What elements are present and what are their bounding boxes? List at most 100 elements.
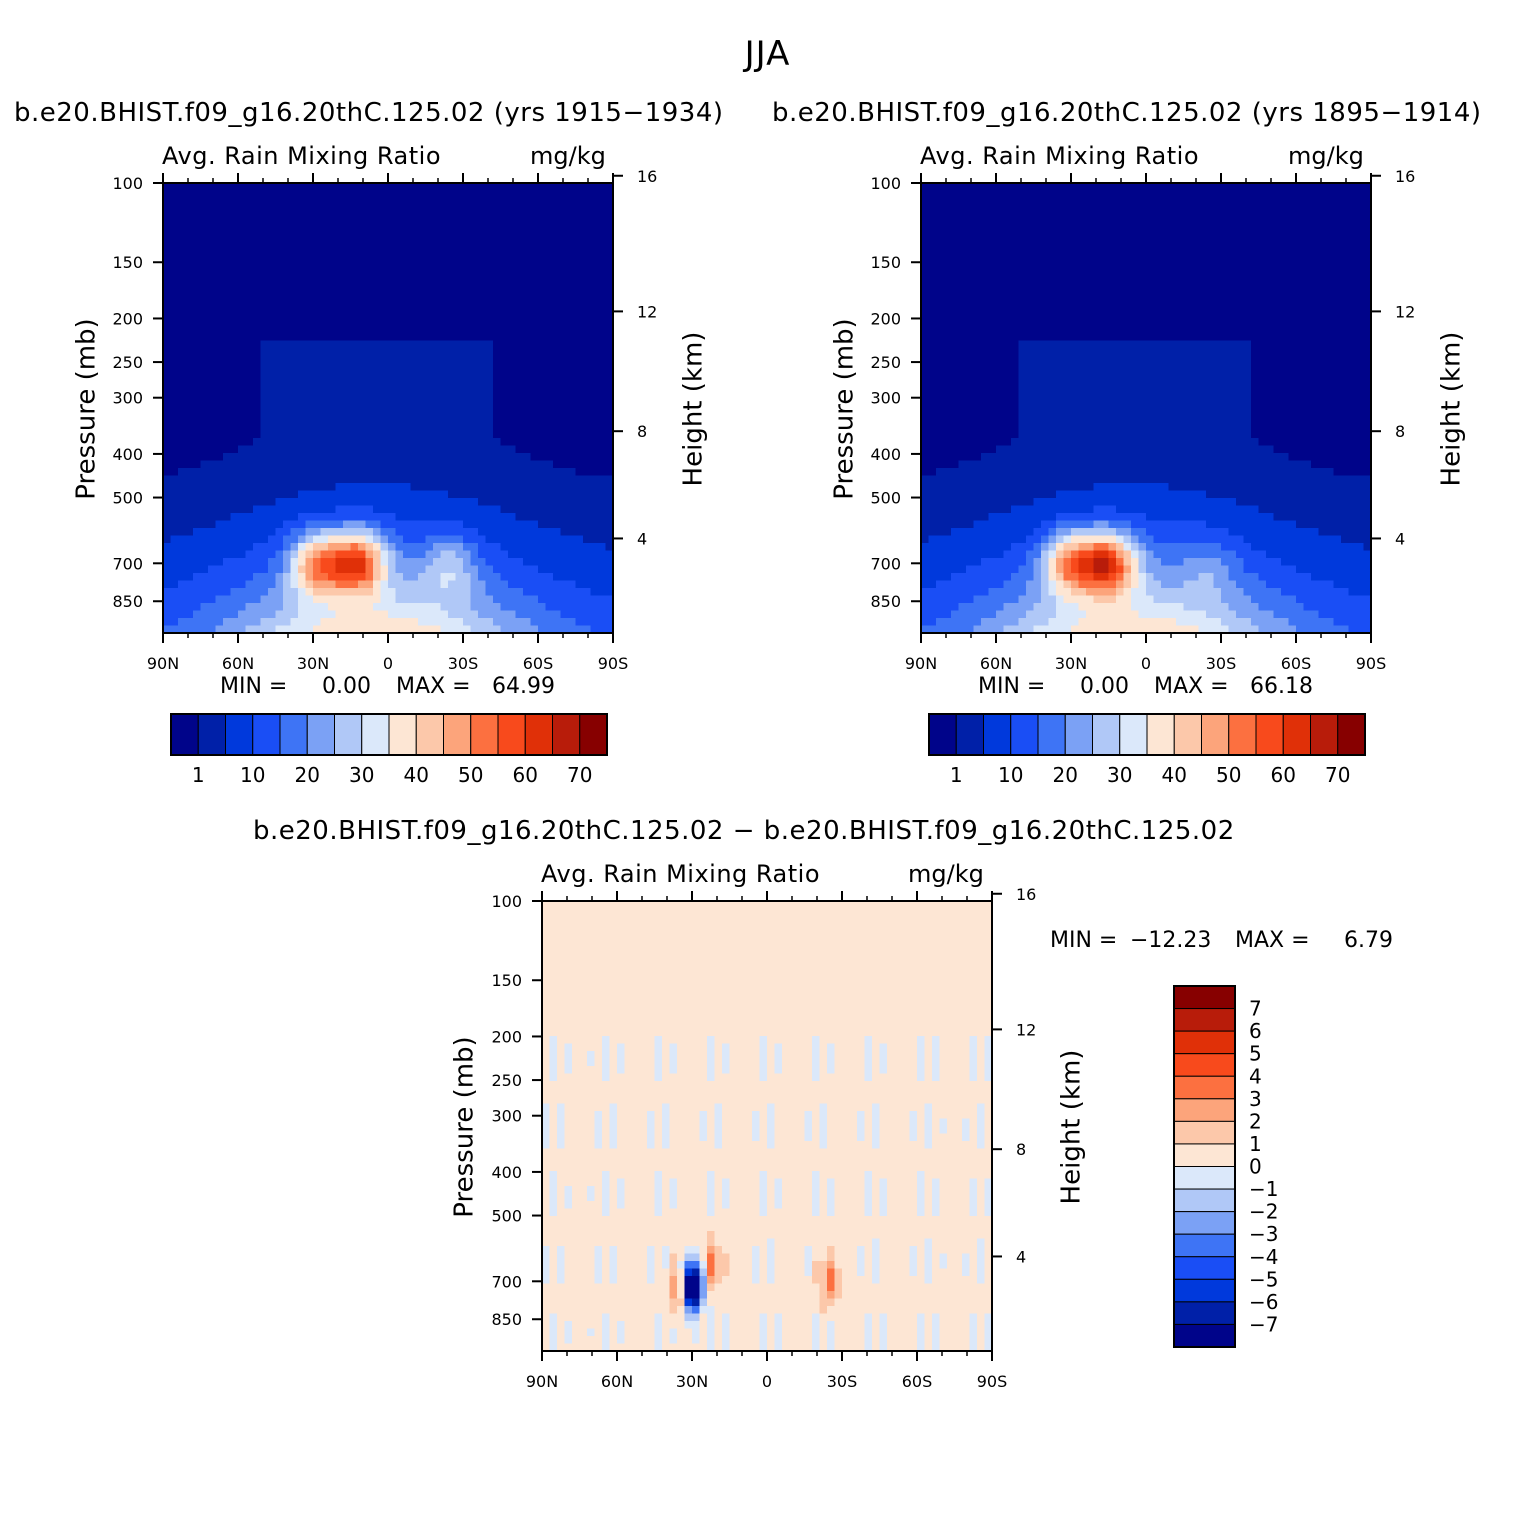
- colorbar-label: 10: [998, 763, 1023, 787]
- y-tick-label-top-right: 850: [870, 592, 901, 611]
- colorbar-swatch: [1174, 1324, 1235, 1347]
- colorbar-swatch: [1256, 714, 1283, 755]
- colorbar-label: 60: [513, 763, 538, 787]
- y-tick-label-bottom: 150: [491, 971, 522, 990]
- colorbar-label: 7: [1249, 997, 1262, 1021]
- x-tick-label-top-left: 30S: [448, 654, 479, 673]
- y-tick-label-top-right: 200: [870, 309, 901, 328]
- y-tick-label-top-right: 250: [870, 353, 901, 372]
- colorbar-label: 0: [1249, 1155, 1262, 1179]
- y-tick-label-top-left: 500: [112, 489, 143, 508]
- y-tick-label-top-left: 200: [112, 309, 143, 328]
- colorbar-swatch: [1174, 1212, 1235, 1235]
- x-tick-label-top-right: 30S: [1206, 654, 1237, 673]
- colorbar-label: 3: [1249, 1087, 1262, 1111]
- colorbar-label: 50: [1216, 763, 1241, 787]
- colorbar-swatch: [1011, 714, 1038, 755]
- y-tick-label-top-left: 850: [112, 592, 143, 611]
- height-tick-label-top-right: 4: [1395, 529, 1405, 548]
- colorbar-swatch: [1174, 1009, 1235, 1032]
- x-tick-label-top-left: 30N: [297, 654, 329, 673]
- colorbar-swatch: [416, 714, 443, 755]
- height-tick-label-top-right: 16: [1395, 167, 1415, 186]
- colorbar-label: 70: [1325, 763, 1350, 787]
- colorbar-swatch: [553, 714, 580, 755]
- colorbar-swatch: [1174, 1076, 1235, 1099]
- colorbar-swatch: [198, 714, 225, 755]
- colorbar-swatch: [444, 714, 471, 755]
- x-tick-label-top-left: 90N: [147, 654, 179, 673]
- y-tick-label-top-right: 150: [870, 253, 901, 272]
- colorbar-swatch: [1202, 714, 1229, 755]
- x-tick-label-bottom: 60S: [902, 1372, 933, 1391]
- colorbar-label: 70: [567, 763, 592, 787]
- colorbar-swatch: [1229, 714, 1256, 755]
- field-top-left: [163, 183, 614, 634]
- x-tick-label-top-left: 90S: [598, 654, 629, 673]
- colorbar-swatch: [335, 714, 362, 755]
- colorbar-label: −5: [1249, 1267, 1278, 1291]
- height-tick-label-bottom: 4: [1016, 1247, 1026, 1266]
- colorbar-swatch: [226, 714, 253, 755]
- y-tick-label-top-right: 300: [870, 389, 901, 408]
- height-tick-label-top-left: 4: [637, 529, 647, 548]
- colorbar-label: −7: [1249, 1312, 1278, 1336]
- colorbar-swatch: [389, 714, 416, 755]
- colorbar-label: 10: [240, 763, 265, 787]
- colorbar-label: −1: [1249, 1177, 1278, 1201]
- height-tick-label-bottom: 8: [1016, 1140, 1026, 1159]
- colorbar-label: −3: [1249, 1222, 1278, 1246]
- colorbar-swatch: [1174, 1257, 1235, 1280]
- colorbar-label: 50: [458, 763, 483, 787]
- colorbar-swatch: [1174, 1099, 1235, 1122]
- colorbar-swatch: [1311, 714, 1338, 755]
- x-tick-label-top-right: 0: [1141, 654, 1151, 673]
- colorbar-swatch: [498, 714, 525, 755]
- colorbar-label: −6: [1249, 1290, 1278, 1314]
- height-tick-label-top-left: 12: [637, 302, 657, 321]
- colorbar-swatch: [1120, 714, 1147, 755]
- colorbar-swatch: [253, 714, 280, 755]
- y-tick-label-bottom: 100: [491, 892, 522, 911]
- x-tick-label-top-left: 60S: [523, 654, 554, 673]
- x-tick-label-bottom: 90N: [526, 1372, 558, 1391]
- height-tick-label-bottom: 12: [1016, 1020, 1036, 1039]
- colorbar-swatch: [1283, 714, 1310, 755]
- y-tick-label-top-left: 100: [112, 174, 143, 193]
- colorbar-swatch: [1174, 1054, 1235, 1077]
- colorbar-label: 20: [1053, 763, 1078, 787]
- colorbar-swatch: [1174, 714, 1201, 755]
- x-tick-label-top-right: 60N: [980, 654, 1012, 673]
- colorbar-swatch: [1174, 1189, 1235, 1212]
- y-tick-label-bottom: 500: [491, 1207, 522, 1226]
- x-tick-label-bottom: 60N: [601, 1372, 633, 1391]
- y-tick-label-bottom: 700: [491, 1272, 522, 1291]
- colorbar-swatch: [580, 714, 607, 755]
- colorbar-swatch: [1174, 1167, 1235, 1190]
- y-tick-label-bottom: 850: [491, 1310, 522, 1329]
- x-tick-label-top-right: 60S: [1281, 654, 1312, 673]
- height-tick-label-top-right: 8: [1395, 422, 1405, 441]
- colorbar-label: 30: [1107, 763, 1132, 787]
- y-tick-label-top-left: 700: [112, 554, 143, 573]
- x-tick-label-bottom: 30N: [676, 1372, 708, 1391]
- colorbar-swatch: [1147, 714, 1174, 755]
- colorbar-swatch: [1093, 714, 1120, 755]
- colorbar-top-right: 1 10 20 30 40 50 60 70: [929, 714, 1365, 787]
- colorbar-swatch: [1174, 1234, 1235, 1257]
- colorbar-top-left: 1 10 20 30 40 50 60 70: [171, 714, 607, 787]
- colorbar-label: 2: [1249, 1109, 1262, 1133]
- height-tick-label-top-left: 16: [637, 167, 657, 186]
- y-tick-label-bottom: 400: [491, 1163, 522, 1182]
- colorbar-label: 40: [404, 763, 429, 787]
- colorbar-swatch: [280, 714, 307, 755]
- colorbar-swatch: [362, 714, 389, 755]
- x-tick-label-top-left: 60N: [222, 654, 254, 673]
- colorbar-label: 60: [1271, 763, 1296, 787]
- colorbar-label: 1: [1249, 1132, 1262, 1156]
- y-tick-label-bottom: 200: [491, 1027, 522, 1046]
- colorbar-label: 4: [1249, 1064, 1262, 1088]
- plot-top-right: 90N 60N 30N 0 30S 60S 90S100150200250300400500…: [870, 167, 1415, 787]
- x-tick-label-top-right: 90N: [905, 654, 937, 673]
